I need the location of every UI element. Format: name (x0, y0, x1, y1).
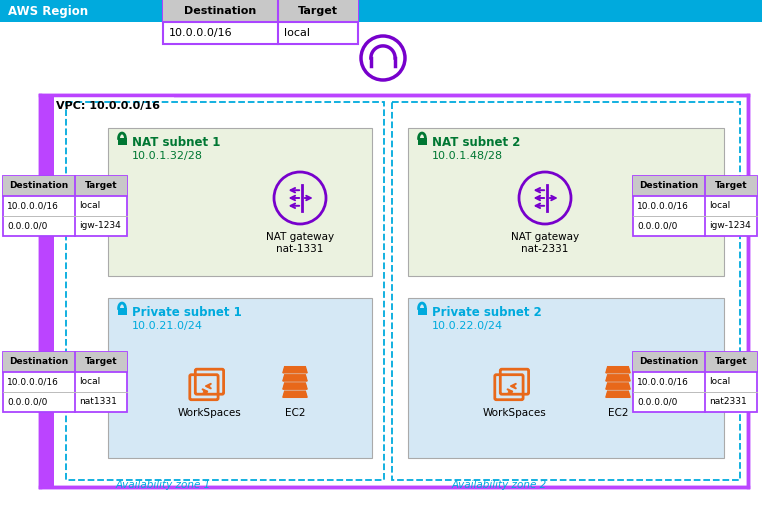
Bar (108, 298, 372, 458)
Text: 10.0.22.0/24: 10.0.22.0/24 (432, 321, 503, 331)
Text: Private subnet 2: Private subnet 2 (432, 306, 542, 318)
Polygon shape (606, 375, 630, 381)
Bar (0, 0, 762, 22)
Bar (418, 138, 427, 145)
Text: 0.0.0.0/0: 0.0.0.0/0 (637, 222, 677, 230)
Bar (633, 176, 757, 236)
Text: Destination: Destination (9, 181, 69, 190)
Text: Destination: Destination (184, 6, 257, 16)
Text: nat2331: nat2331 (709, 397, 747, 407)
Text: NAT gateway
nat-1331: NAT gateway nat-1331 (266, 232, 334, 253)
Text: Target: Target (715, 357, 748, 367)
Bar (117, 138, 126, 145)
Text: local: local (709, 377, 730, 387)
Bar (40, 95, 54, 487)
Text: Destination: Destination (9, 357, 69, 367)
Text: Target: Target (715, 181, 748, 190)
Text: Availability zone 1: Availability zone 1 (116, 480, 211, 490)
Text: NAT gateway
nat-2331: NAT gateway nat-2331 (511, 232, 579, 253)
Text: 10.0.1.48/28: 10.0.1.48/28 (432, 151, 503, 161)
Text: 10.0.0.0/16: 10.0.0.0/16 (637, 377, 689, 387)
Bar (40, 95, 748, 487)
Bar (117, 308, 126, 315)
Text: Private subnet 1: Private subnet 1 (132, 306, 242, 318)
Text: 0.0.0.0/0: 0.0.0.0/0 (7, 397, 47, 407)
Text: 10.0.21.0/24: 10.0.21.0/24 (132, 321, 203, 331)
Text: Destination: Destination (639, 181, 699, 190)
Polygon shape (606, 367, 630, 373)
Polygon shape (283, 383, 307, 389)
Text: Destination: Destination (639, 357, 699, 367)
Text: 0.0.0.0/0: 0.0.0.0/0 (7, 222, 47, 230)
Text: AWS Region: AWS Region (8, 5, 88, 17)
Text: nat1331: nat1331 (79, 397, 117, 407)
Bar (408, 128, 724, 276)
Text: 10.0.0.0/16: 10.0.0.0/16 (637, 202, 689, 210)
Bar (3, 352, 127, 412)
Text: local: local (79, 377, 101, 387)
Polygon shape (606, 383, 630, 389)
Bar (633, 352, 757, 412)
Text: 10.0.1.32/28: 10.0.1.32/28 (132, 151, 203, 161)
Bar (163, 0, 358, 22)
Bar (108, 128, 372, 276)
Text: 10.0.0.0/16: 10.0.0.0/16 (169, 28, 232, 38)
Text: EC2: EC2 (285, 408, 306, 418)
Text: 0.0.0.0/0: 0.0.0.0/0 (637, 397, 677, 407)
Text: local: local (284, 28, 310, 38)
Text: local: local (709, 202, 730, 210)
Text: Target: Target (85, 181, 117, 190)
Bar (408, 298, 724, 458)
Text: NAT subnet 2: NAT subnet 2 (432, 136, 520, 148)
Bar (54, 97, 174, 115)
Bar (3, 352, 127, 372)
Text: Availability zone 2: Availability zone 2 (452, 480, 547, 490)
Polygon shape (606, 391, 630, 397)
Bar (3, 176, 127, 196)
Text: local: local (79, 202, 101, 210)
Bar (633, 176, 757, 196)
Text: WorkSpaces: WorkSpaces (483, 408, 547, 418)
Polygon shape (283, 391, 307, 397)
Text: 10.0.0.0/16: 10.0.0.0/16 (7, 377, 59, 387)
Bar (418, 308, 427, 315)
Bar (633, 352, 757, 372)
Bar (163, 0, 358, 44)
Text: EC2: EC2 (608, 408, 628, 418)
Text: igw-1234: igw-1234 (79, 222, 120, 230)
Text: WorkSpaces: WorkSpaces (178, 408, 242, 418)
Text: igw-1234: igw-1234 (709, 222, 751, 230)
Bar (66, 102, 384, 480)
Text: Target: Target (85, 357, 117, 367)
Text: Target: Target (298, 6, 338, 16)
Bar (392, 102, 740, 480)
Bar (3, 176, 127, 236)
Polygon shape (283, 375, 307, 381)
Polygon shape (283, 367, 307, 373)
Text: 10.0.0.0/16: 10.0.0.0/16 (7, 202, 59, 210)
Text: VPC: 10.0.0.0/16: VPC: 10.0.0.0/16 (56, 101, 160, 111)
Text: NAT subnet 1: NAT subnet 1 (132, 136, 220, 148)
